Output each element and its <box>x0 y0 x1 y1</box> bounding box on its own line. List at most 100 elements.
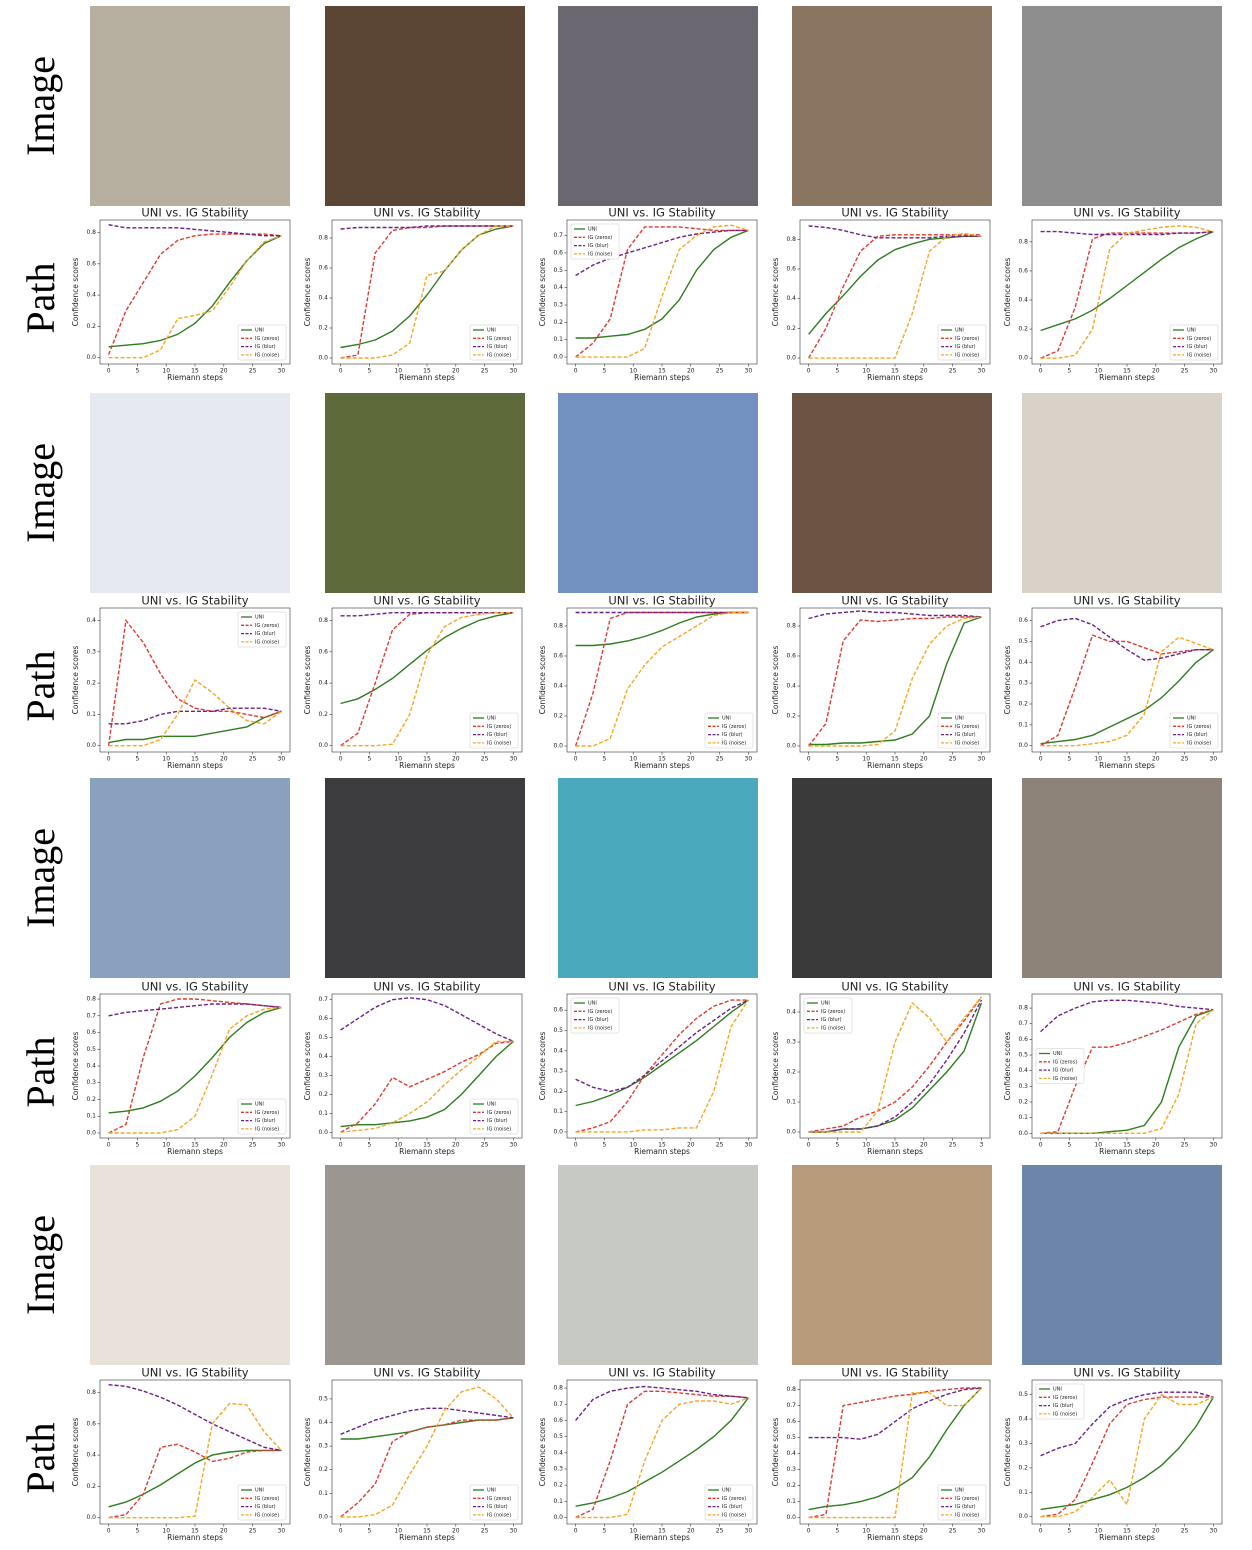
y-tick-label: 0.1 <box>318 1110 328 1117</box>
legend-label: IG (blur) <box>1053 1403 1074 1409</box>
x-tick-label: 25 <box>249 1142 257 1149</box>
row-label: Path <box>18 262 63 333</box>
x-axis-label: Riemann steps <box>167 761 223 770</box>
legend-label: IG (blur) <box>588 243 609 249</box>
legend-label: IG (blur) <box>588 1017 609 1023</box>
legend-label: IG (noise) <box>255 639 279 645</box>
legend-label: IG (blur) <box>255 1118 276 1124</box>
y-tick-label: 0.8 <box>1018 238 1028 245</box>
chart-title: UNI vs. IG Stability <box>141 206 248 220</box>
legend-label: IG (zeros) <box>1053 1395 1077 1401</box>
x-tick-label: 30 <box>278 756 286 763</box>
y-tick-label: 0.2 <box>1018 701 1028 708</box>
x-tick-label: 0 <box>574 1528 578 1535</box>
x-axis-label: Riemann steps <box>867 1533 923 1542</box>
legend-label: UNI <box>255 1488 264 1494</box>
y-tick-label: 0.2 <box>318 711 328 718</box>
y-tick-label: 0.5 <box>553 1433 563 1440</box>
y-tick-label: 0.8 <box>786 1386 796 1393</box>
x-tick-label: 5 <box>603 1528 607 1535</box>
legend-label: UNI <box>821 1001 830 1007</box>
x-axis-label: Riemann steps <box>867 1147 923 1156</box>
y-tick-label: 0.3 <box>553 1068 563 1075</box>
legend-label: IG (blur) <box>1187 344 1208 350</box>
legend-label: IG (noise) <box>722 740 746 746</box>
y-tick-label: 0.6 <box>86 1029 96 1036</box>
y-axis-label: Confidence scores <box>303 646 312 715</box>
y-tick-label: 0.8 <box>86 1389 96 1396</box>
legend-label: IG (zeros) <box>255 1110 279 1116</box>
y-tick-label: 0.1 <box>1018 721 1028 728</box>
x-tick-label: 0 <box>107 1142 111 1149</box>
legend-label: IG (noise) <box>487 1126 511 1132</box>
chart-title: UNI vs. IG Stability <box>1073 1366 1180 1380</box>
y-tick-label: 0.1 <box>1018 1114 1028 1121</box>
x-axis-label: Riemann steps <box>167 1147 223 1156</box>
y-tick-label: 0.8 <box>1018 1005 1028 1012</box>
y-tick-label: 0.4 <box>553 284 563 291</box>
x-tick-label: 25 <box>481 1528 489 1535</box>
image-placeholder <box>558 393 758 593</box>
y-tick-label: 0.5 <box>1018 1052 1028 1059</box>
x-tick-label: 0 <box>339 1142 343 1149</box>
x-tick-label: 5 <box>1068 1142 1072 1149</box>
legend-label: IG (blur) <box>255 631 276 637</box>
y-tick-label: 0.6 <box>786 653 796 660</box>
legend-label: UNI <box>487 1488 496 1494</box>
x-tick-label: 5 <box>1068 756 1072 763</box>
y-tick-label: 0.8 <box>318 235 328 242</box>
x-tick-label: 5 <box>136 368 140 375</box>
x-tick-label: 25 <box>481 756 489 763</box>
x-tick-label: 0 <box>574 368 578 375</box>
x-tick-label: 25 <box>716 756 724 763</box>
x-tick-label: 25 <box>1181 368 1189 375</box>
y-tick-label: 0.6 <box>553 249 563 256</box>
legend-label: IG (noise) <box>487 1512 511 1518</box>
x-axis-label: Riemann steps <box>1099 761 1155 770</box>
x-tick-label: 5 <box>136 1142 140 1149</box>
y-tick-label: 0.8 <box>553 1385 563 1392</box>
x-tick-label: 0 <box>574 1142 578 1149</box>
y-tick-label: 0.2 <box>318 1091 328 1098</box>
legend-label: UNI <box>955 1488 964 1494</box>
legend-label: IG (noise) <box>1187 740 1211 746</box>
image-placeholder <box>558 1165 758 1365</box>
legend-label: UNI <box>722 716 731 722</box>
legend-label: UNI <box>1053 1387 1062 1393</box>
y-tick-label: 0.8 <box>553 623 563 630</box>
y-tick-label: 0.3 <box>318 1443 328 1450</box>
y-tick-label: 0.4 <box>553 683 563 690</box>
x-tick-label: 5 <box>368 1142 372 1149</box>
y-tick-label: 0.3 <box>553 1465 563 1472</box>
y-tick-label: 0.0 <box>553 354 563 361</box>
image-placeholder <box>325 1165 525 1365</box>
legend-label: IG (noise) <box>588 251 612 257</box>
x-tick-label: 30 <box>278 1528 286 1535</box>
y-tick-label: 0.0 <box>786 743 796 750</box>
y-tick-label: 0.1 <box>553 1108 563 1115</box>
x-tick-label: 5 <box>368 1528 372 1535</box>
chart-title: UNI vs. IG Stability <box>608 594 715 608</box>
x-tick-label: 25 <box>249 756 257 763</box>
y-tick-label: 0.4 <box>1018 1416 1028 1423</box>
x-tick-label: 25 <box>1181 1142 1189 1149</box>
y-tick-label: 0.8 <box>786 623 796 630</box>
y-tick-label: 0.7 <box>786 1402 796 1409</box>
image-placeholder <box>325 778 525 978</box>
y-tick-label: 0.7 <box>86 1012 96 1019</box>
y-tick-label: 0.2 <box>86 680 96 687</box>
y-tick-label: 0.6 <box>1018 617 1028 624</box>
legend-label: UNI <box>955 716 964 722</box>
legend-label: IG (zeros) <box>588 235 612 241</box>
chart-title: UNI vs. IG Stability <box>841 980 948 994</box>
legend-label: UNI <box>1187 716 1196 722</box>
x-tick-label: 30 <box>510 1528 518 1535</box>
y-tick-label: 0.3 <box>86 648 96 655</box>
x-tick-label: 5 <box>1068 368 1072 375</box>
y-tick-label: 0.0 <box>786 355 796 362</box>
x-tick-label: 5 <box>368 756 372 763</box>
x-tick-label: 25 <box>949 1142 957 1149</box>
y-tick-label: 0.5 <box>318 1395 328 1402</box>
y-tick-label: 0.2 <box>1018 1464 1028 1471</box>
y-axis-label: Confidence scores <box>1003 646 1012 715</box>
